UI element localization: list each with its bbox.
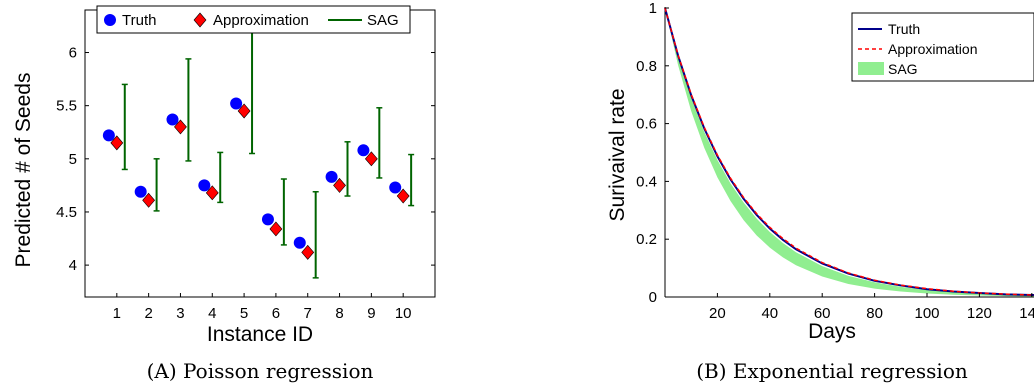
approximation-point [237,103,251,119]
panel-a-xtick-label: 3 [176,305,184,322]
approximation-point [396,188,410,204]
panel-a-ytick-label: 6 [69,45,77,62]
panel-b-xtick-label: 100 [914,305,939,322]
approximation-point [364,151,378,167]
legend-approximation-marker [193,12,207,28]
approximation-point [301,244,315,260]
approximation-line [664,7,1034,296]
panel-b-ylabel: Surivaival rate [606,88,629,221]
truth-point [166,113,179,126]
legend-approximation-label: Approximation [213,12,309,29]
panel-a-xtick-label: 5 [240,305,248,322]
approximation-point [110,135,124,151]
approximation-point [333,177,346,193]
panel-b-caption: (B) Exponential regression [696,359,968,383]
panel-a-xtick-label: 7 [304,305,312,322]
panel-a-ytick-label: 5 [69,151,77,168]
legend-b-truth-label: Truth [888,21,920,37]
panel-b-marks [664,7,1034,297]
panel-a-ticks: 1 2 3 4 5 6 7 8 9 10 4 4.5 5 5.5 6 [56,10,435,322]
legend-truth-marker [104,14,116,26]
panel-b-ytick-label: 0.4 [636,173,657,190]
panel-a: 1 2 3 4 5 6 7 8 9 10 4 4.5 5 5.5 6 Instance ID Predict… [12,5,436,383]
panel-b-ytick-label: 0 [649,289,657,306]
panel-a-legend: Truth Approximation SAG [96,5,411,34]
truth-point [325,170,338,183]
panel-b-ticks: 20 40 60 80 100 120 140 0 0.2 0.4 0.6 0.8 1 [636,0,1034,322]
panel-b-xtick-label: 20 [709,305,726,322]
panel-a-marks [102,31,415,279]
panel-a-xtick-label: 6 [272,305,280,322]
panel-a-xtick-label: 8 [335,305,343,322]
panel-a-xtick-label: 9 [367,305,375,322]
panel-a-xtick-label: 1 [113,305,121,322]
legend-truth-label: Truth [122,12,156,29]
legend-sag-label: SAG [367,12,399,29]
approximation-point [205,185,219,201]
panel-a-xlabel: Instance ID [207,323,313,346]
truth-point [293,236,306,249]
panel-b-ytick-label: 0.6 [636,116,657,133]
panel-b-ytick-label: 0.8 [636,58,657,75]
approximation-point [174,119,187,135]
panel-a-ytick-label: 5.5 [56,98,77,115]
panel-a-ytick-label: 4 [69,257,77,274]
legend-b-sag-label: SAG [888,61,918,77]
panel-b-legend: Truth Approximation SAG [851,12,1034,82]
panel-b-xlabel: Days [808,320,856,343]
panel-a-ylabel: Predicted # of Seeds [12,73,35,268]
panel-b-ytick-label: 1 [649,0,657,17]
panel-a-xtick-label: 2 [144,305,152,322]
approximation-point [269,221,283,237]
panel-a-xtick-label: 10 [395,305,412,322]
truth-point [198,179,211,192]
truth-point [102,129,115,142]
truth-point [389,181,402,194]
panel-b: 20 40 60 80 100 120 140 0 0.2 0.4 0.6 0.8 1 Days Sur… [606,0,1034,383]
legend-b-sag-swatch [858,62,884,75]
truth-line [664,7,1034,297]
sag-band [665,8,1034,297]
legend-b-approximation-label: Approximation [888,41,978,57]
panel-b-xtick-label: 80 [866,305,883,322]
panel-a-caption: (A) Poisson regression [147,359,374,383]
truth-point [261,213,274,226]
panel-b-xtick-label: 120 [967,305,992,322]
truth-point [134,185,147,198]
panel-b-ytick-label: 0.2 [636,231,657,248]
panel-b-xtick-label: 140 [1019,305,1034,322]
truth-point [230,97,243,110]
panel-b-xtick-label: 60 [814,305,831,322]
panel-a-plot-area [84,9,436,298]
panel-a-ytick-label: 4.5 [56,204,77,221]
panel-b-xtick-label: 40 [761,305,778,322]
panel-a-xtick-label: 4 [208,305,216,322]
truth-point [357,144,370,157]
approximation-point [142,192,156,208]
